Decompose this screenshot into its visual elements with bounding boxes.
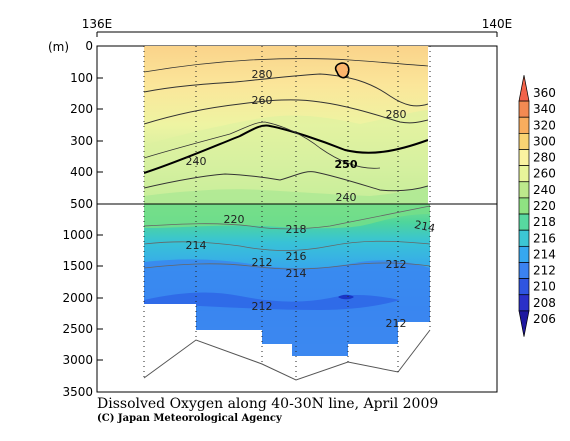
colorbar-swatch xyxy=(518,245,530,263)
colorbar-label: 214 xyxy=(533,247,556,261)
contour-240-fill xyxy=(144,186,428,204)
colorbar-swatch xyxy=(518,149,530,166)
contour-line-250 xyxy=(144,124,428,174)
contour-label: 250 xyxy=(335,158,358,171)
y-tick-label: 2000 xyxy=(62,291,93,305)
contour-label: 212 xyxy=(252,256,273,269)
colorbar-swatch xyxy=(518,213,530,231)
colorbar-label: 240 xyxy=(533,183,556,197)
colorbar-label: 280 xyxy=(533,151,556,165)
missing-data-notch xyxy=(144,304,196,318)
y-tick-label: 500 xyxy=(70,197,93,211)
contour-label: 214 xyxy=(286,267,307,280)
colorbar-label: 210 xyxy=(533,280,556,294)
colorbar-label: 340 xyxy=(533,102,556,116)
y-tick-label: 100 xyxy=(70,71,93,85)
colorbar-swatch xyxy=(518,262,530,279)
contour-label: 214 xyxy=(413,218,436,235)
contour-label: 212 xyxy=(386,317,407,330)
y-tick-label: 3000 xyxy=(62,353,93,367)
lower-contour-218 xyxy=(144,205,430,230)
y-tick-label: 3500 xyxy=(62,385,93,399)
colorbar-swatch xyxy=(518,75,530,102)
colorbar-swatch xyxy=(518,116,530,134)
colorbar-label: 220 xyxy=(533,199,556,213)
lower-deep-blue xyxy=(144,292,400,310)
contour-label: 212 xyxy=(252,300,273,313)
contour-label: 280 xyxy=(252,68,273,81)
colorbar-label: 218 xyxy=(533,215,556,229)
contour-line-260 xyxy=(144,99,428,125)
upper-panel xyxy=(144,46,428,204)
y-tick-label: 1000 xyxy=(62,228,93,242)
y-tick-label: 300 xyxy=(70,134,93,148)
y-tick-label: 1500 xyxy=(62,259,93,273)
chart-credit: (C) Japan Meteorological Agency xyxy=(97,413,283,424)
contour-line-280 xyxy=(144,73,428,107)
colorbar-swatch xyxy=(518,310,530,337)
station-lines xyxy=(143,46,431,380)
contour-line-270 xyxy=(144,58,428,73)
colorbar-label: 360 xyxy=(533,86,556,100)
y-tick-label: 200 xyxy=(70,102,93,116)
colorbar: 360 340 320 300 280 260 240 220 218 216 214 212 210 2… xyxy=(518,75,556,337)
colorbar-swatch xyxy=(518,229,530,247)
colorbar-label: 208 xyxy=(533,296,556,310)
colorbar-label: 320 xyxy=(533,118,556,132)
colorbar-label: 300 xyxy=(533,134,556,148)
colorbar-swatch xyxy=(518,278,530,296)
chart-title: Dissolved Oxygen along 40-30N line, Apri… xyxy=(97,396,438,412)
lower-blue-spot xyxy=(338,294,354,300)
x-label-right: 140E xyxy=(482,17,513,31)
colorbar-swatch xyxy=(518,197,530,215)
colorbar-label: 260 xyxy=(533,167,556,181)
lower-panel xyxy=(144,204,430,356)
contour-label: 280 xyxy=(386,108,407,121)
x-label-left: 136E xyxy=(82,17,113,31)
lower-contour-212 xyxy=(144,262,430,270)
contour-260-fill xyxy=(144,110,428,204)
contour-label: 240 xyxy=(186,155,207,168)
y-axis-label: (m) xyxy=(48,40,69,54)
contour-label: 260 xyxy=(252,94,273,107)
colorbar-swatch xyxy=(518,181,530,199)
y-tick-label: 2500 xyxy=(62,322,93,336)
contour-line-240 xyxy=(144,171,428,192)
contour-line-245 xyxy=(144,121,381,169)
lower-contour-214 xyxy=(144,240,430,251)
colorbar-label: 206 xyxy=(533,312,556,326)
colorbar-swatch xyxy=(518,133,530,150)
colorbar-label: 212 xyxy=(533,264,556,278)
colorbar-swatch xyxy=(518,165,530,183)
colorbar-swatch xyxy=(518,294,530,312)
contour-label: 216 xyxy=(286,250,307,263)
contour-label: 214 xyxy=(186,239,207,252)
colorbar-label: 216 xyxy=(533,231,556,245)
contour-label: 218 xyxy=(286,223,307,236)
y-tick-label: 400 xyxy=(70,165,93,179)
contour-label: 212 xyxy=(386,258,407,271)
y-tick-label: 0 xyxy=(85,39,93,53)
contour-labels: 280 280 260 250 240 240 220 218 214 214 … xyxy=(186,68,437,330)
contour-label: 220 xyxy=(224,213,245,226)
contour-label: 240 xyxy=(336,191,357,204)
y-axis: 0 100 200 300 400 500 1000 1500 2000 2500 3000 3500 xyxy=(62,39,103,399)
colorbar-swatch xyxy=(518,100,530,118)
lower-green-band xyxy=(144,204,430,229)
